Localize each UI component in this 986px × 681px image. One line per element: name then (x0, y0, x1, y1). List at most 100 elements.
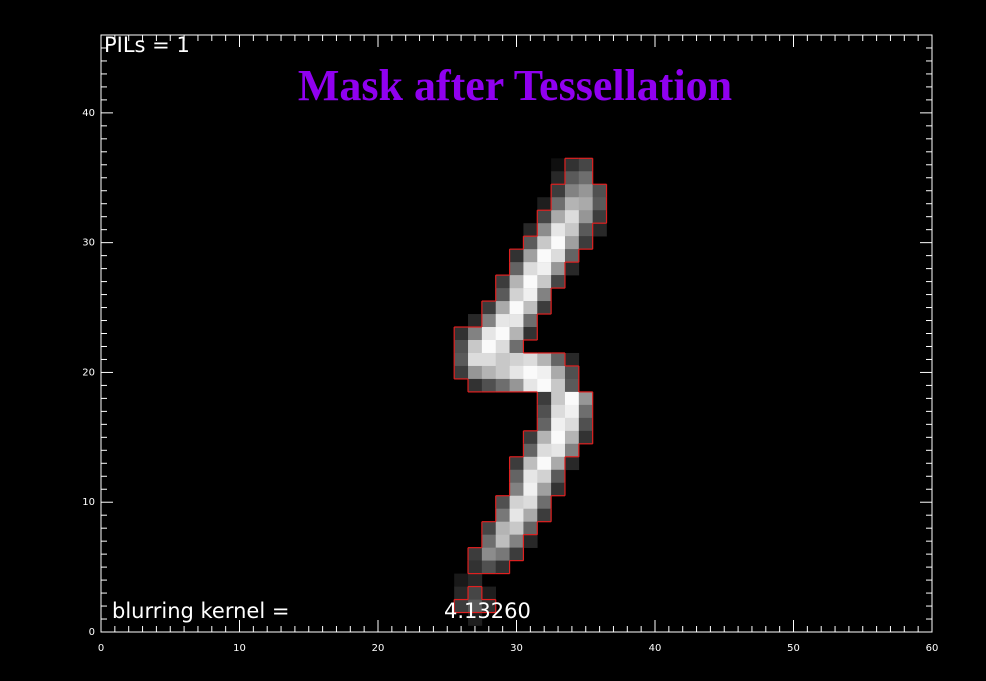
pixel (454, 573, 469, 587)
pixel (481, 352, 497, 367)
pixel (523, 443, 538, 458)
pixel (551, 378, 566, 393)
pixel (481, 586, 497, 600)
pixel (481, 534, 497, 548)
pixel (551, 352, 566, 367)
pixel (592, 184, 607, 198)
pixel (495, 534, 510, 548)
pixel (537, 197, 552, 211)
pixel (454, 599, 469, 613)
pixel (509, 469, 524, 484)
pixel (551, 262, 566, 276)
pixel (592, 197, 607, 211)
pixel (564, 249, 580, 263)
y-tick-label: 20 (82, 367, 95, 378)
pixel (481, 339, 497, 354)
pixel (564, 404, 580, 419)
y-tick-label: 10 (82, 497, 95, 508)
pixel (481, 378, 497, 393)
pixel (468, 314, 483, 328)
pixel (537, 301, 552, 315)
pixel (509, 365, 524, 380)
pixel (454, 365, 469, 380)
pixel (537, 482, 552, 497)
pixel (592, 223, 607, 237)
pixel (551, 469, 566, 484)
y-tick-label: 40 (82, 108, 95, 119)
pixel (509, 275, 524, 289)
pixel (454, 327, 469, 341)
pixel (523, 288, 538, 302)
pixel (468, 573, 483, 587)
pixel (592, 210, 607, 224)
pixel (509, 547, 524, 561)
pixel (468, 327, 483, 341)
pixel (537, 495, 552, 510)
x-tick-label: 30 (510, 643, 523, 654)
pixel (537, 223, 552, 237)
pixel (537, 430, 552, 445)
pixel (523, 378, 538, 393)
chart-title: Mask after Tessellation (298, 61, 732, 110)
pixel (523, 456, 538, 471)
pixel (564, 158, 580, 172)
x-tick-label: 60 (926, 643, 939, 654)
x-tick-label: 40 (649, 643, 662, 654)
pixel (578, 404, 593, 419)
annotation: blurring kernel = (112, 599, 289, 623)
pixel (537, 275, 552, 289)
pixel (537, 288, 552, 302)
pixel (564, 197, 580, 211)
pixel (481, 521, 497, 535)
pixel (564, 417, 580, 432)
pixel (537, 378, 552, 393)
pixel (578, 223, 593, 237)
pixel (523, 262, 538, 276)
pixel (578, 391, 593, 406)
pixel (564, 210, 580, 224)
pixel (523, 365, 538, 380)
pixel (537, 456, 552, 471)
pixel (495, 339, 510, 354)
pixel (481, 547, 497, 561)
pixel (495, 378, 510, 393)
pixel (578, 210, 593, 224)
pixel (495, 327, 510, 341)
pixel (564, 456, 580, 471)
pixel (523, 314, 538, 328)
pixel (468, 547, 483, 561)
pixel (537, 417, 552, 432)
pixel (523, 275, 538, 289)
pixel (523, 236, 538, 250)
pixel (468, 586, 483, 600)
pixel (523, 534, 538, 548)
pixel (481, 314, 497, 328)
pixel (523, 223, 538, 237)
pixel (523, 327, 538, 341)
pixel (495, 365, 510, 380)
pixel (468, 560, 483, 574)
annotation: 4.13260 (444, 599, 531, 623)
pixel (564, 223, 580, 237)
pixel (564, 430, 580, 445)
pixel (564, 443, 580, 458)
pixel (468, 339, 483, 354)
pixel (454, 339, 469, 354)
pixel (564, 378, 580, 393)
pixel (551, 482, 566, 497)
pixel (564, 236, 580, 250)
x-tick-label: 50 (787, 643, 800, 654)
pixel (509, 508, 524, 522)
pixel (481, 365, 497, 380)
pixel (495, 508, 510, 522)
pixel (537, 365, 552, 380)
pixel (551, 171, 566, 185)
pixel (564, 365, 580, 380)
pixel (537, 508, 552, 522)
pixel (523, 521, 538, 535)
pixel (495, 314, 510, 328)
pixel (551, 158, 566, 172)
pixel (564, 352, 580, 367)
pixel (495, 560, 510, 574)
pixel (578, 158, 593, 172)
